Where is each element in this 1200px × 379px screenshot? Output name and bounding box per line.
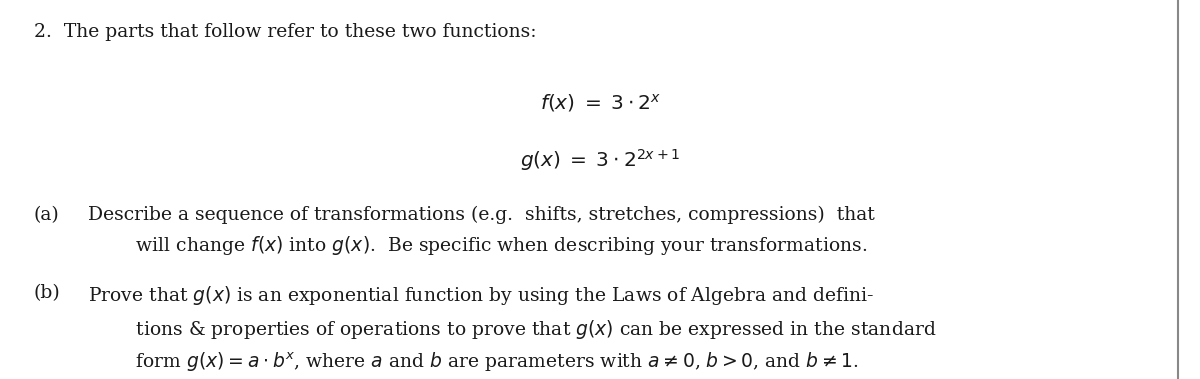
Text: Describe a sequence of transformations (e.g.  shifts, stretches, compressions)  : Describe a sequence of transformations (… (88, 206, 875, 257)
Text: (b): (b) (34, 284, 60, 302)
Text: 2.  The parts that follow refer to these two functions:: 2. The parts that follow refer to these … (34, 23, 536, 41)
Text: $f(x) \;=\; 3 \cdot 2^{x}$: $f(x) \;=\; 3 \cdot 2^{x}$ (540, 92, 660, 114)
Text: (a): (a) (34, 206, 59, 224)
Text: $g(x) \;=\; 3 \cdot 2^{2x+1}$: $g(x) \;=\; 3 \cdot 2^{2x+1}$ (520, 147, 680, 173)
Text: Prove that $g(x)$ is an exponential function by using the Laws of Algebra and de: Prove that $g(x)$ is an exponential func… (88, 284, 936, 374)
